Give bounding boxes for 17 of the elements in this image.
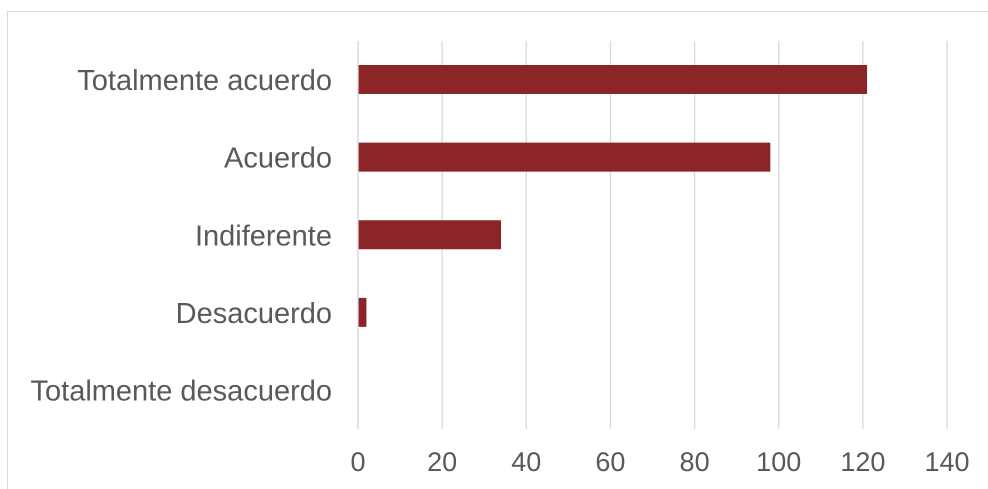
bar [358, 298, 366, 327]
y-tick-label: Totalmente acuerdo [77, 65, 332, 98]
y-tick-label: Acuerdo [224, 142, 332, 175]
bar [358, 220, 502, 250]
x-tick-label: 20 [427, 447, 458, 478]
y-tick-label: Totalmente desacuerdo [30, 375, 332, 408]
x-tick-label: 120 [840, 447, 886, 478]
bar [358, 65, 868, 94]
x-tick-label: 40 [511, 447, 542, 478]
x-tick-label: 140 [924, 447, 970, 478]
y-tick-label: Indiferente [194, 220, 332, 252]
bar [358, 142, 770, 172]
y-tick-label: Desacuerdo [176, 298, 332, 330]
x-tick-label: 80 [680, 447, 710, 478]
x-tick-label: 60 [595, 447, 626, 478]
x-tick-label: 100 [756, 447, 802, 478]
x-tick-label: 0 [350, 447, 366, 478]
